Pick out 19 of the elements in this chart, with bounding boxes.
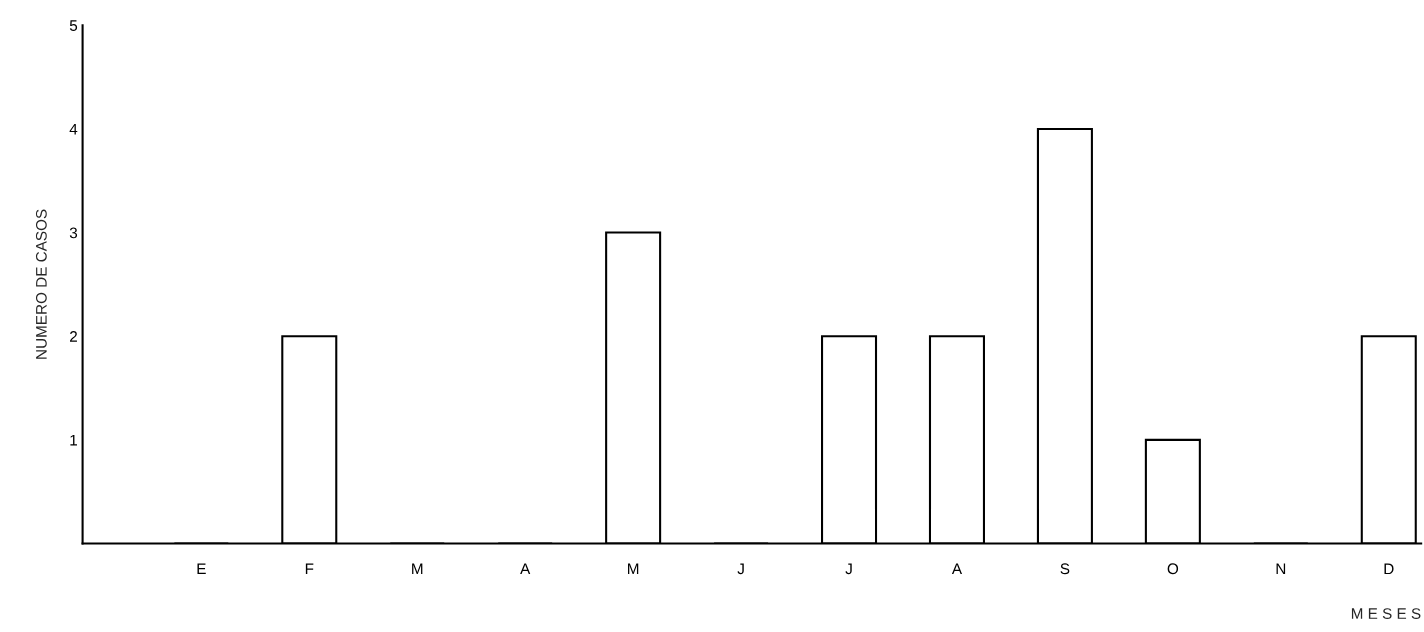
x-tick-label: O <box>1167 563 1179 575</box>
x-tick-label: F <box>305 563 314 575</box>
y-tick-label: 2 <box>70 331 77 342</box>
x-tick-label: M <box>412 563 423 575</box>
x-tick-label: S <box>1060 563 1070 575</box>
y-tick-label: 1 <box>70 434 77 446</box>
y-tick-label: 5 <box>69 20 78 31</box>
y-tick-label: 4 <box>69 123 78 135</box>
x-tick-label: E <box>197 563 206 575</box>
x-tick-label: D <box>1384 563 1394 575</box>
x-tick-label: J <box>845 563 852 575</box>
y-axis-title: NUMERO DE CASOS <box>35 209 47 359</box>
x-tick-label: M <box>628 563 639 575</box>
x-tick-label: A <box>951 563 963 575</box>
x-tick-label: J <box>737 563 744 575</box>
x-axis-title: M E S E S <box>1351 608 1421 619</box>
y-tick-label: 3 <box>69 227 78 239</box>
x-tick-label: N <box>1276 563 1286 575</box>
x-tick-label: A <box>520 563 531 575</box>
